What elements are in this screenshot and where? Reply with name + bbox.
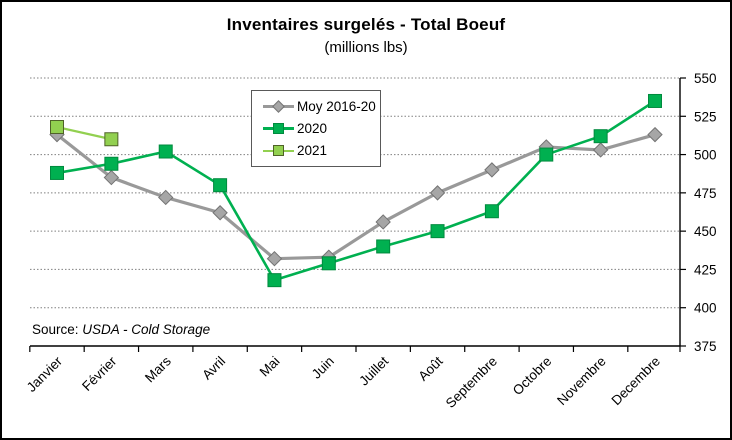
- marker-square-2020: [158, 144, 173, 159]
- marker-square-2020: [539, 147, 554, 162]
- x-tick-label: Septembre: [443, 354, 500, 411]
- legend: Moy 2016-20 2020 2021: [251, 90, 381, 167]
- legend-label: 2020: [297, 120, 328, 136]
- chart-subtitle: (millions lbs): [324, 39, 408, 56]
- marker-diamond-moy-2016-20: [212, 205, 228, 221]
- marker-diamond-moy-2016-20: [103, 169, 120, 186]
- series-line-2021: [55, 125, 113, 141]
- source-name: USDA - Cold Storage: [82, 322, 211, 337]
- legend-item-2021: 2021: [263, 140, 380, 162]
- x-tick-label: Mars: [142, 353, 174, 385]
- marker-diamond-moy-2016-20: [375, 214, 391, 230]
- x-tick-label: Novembre: [554, 354, 609, 409]
- marker-diamond-moy-2016-20: [592, 142, 609, 158]
- marker-diamond-moy-2016-20: [429, 185, 446, 201]
- marker-square-2020: [104, 156, 119, 171]
- x-tick-label: Decembre: [608, 354, 663, 409]
- y-tick-label: 500: [694, 148, 717, 163]
- marker-square-2020: [321, 256, 336, 271]
- marker-square-2020: [430, 224, 445, 239]
- source-prefix: Source:: [32, 322, 83, 337]
- marker-square-2020: [213, 178, 228, 193]
- x-tick-label: Avril: [199, 354, 228, 383]
- y-tick-label: 375: [694, 339, 717, 354]
- y-tick-label: 475: [694, 186, 717, 201]
- x-tick-label: Mai: [257, 354, 283, 380]
- marker-square-2021: [50, 120, 64, 135]
- chart-title: Inventaires surgelés - Total Boeuf: [226, 15, 506, 34]
- source-note: Source: USDA - Cold Storage: [32, 322, 211, 337]
- legend-square-light-marker-icon: [263, 144, 294, 158]
- series-line-moy-2016-20: [55, 133, 657, 261]
- y-tick-label: 525: [694, 109, 717, 124]
- legend-square-marker-icon: [263, 121, 294, 135]
- marker-diamond-moy-2016-20: [647, 126, 663, 143]
- x-tick-label: Juillet: [356, 353, 391, 388]
- marker-square-2020: [50, 165, 64, 180]
- y-tick-label: 450: [694, 224, 717, 239]
- x-tick-label: Janvier: [24, 353, 66, 395]
- marker-square-2020: [484, 204, 499, 219]
- marker-square-2020: [267, 273, 282, 288]
- marker-square-2020: [648, 93, 662, 108]
- x-tick-label: Juin: [309, 354, 337, 382]
- marker-diamond-moy-2016-20: [484, 162, 500, 178]
- legend-diamond-marker-icon: [263, 99, 294, 113]
- marker-diamond-moy-2016-20: [266, 251, 283, 267]
- marker-square-2020: [593, 129, 608, 144]
- y-tick-label: 550: [694, 71, 717, 86]
- marker-diamond-moy-2016-20: [158, 189, 174, 206]
- y-tick-label: 425: [694, 262, 717, 277]
- legend-label: Moy 2016-20: [297, 98, 376, 114]
- marker-square-2020: [376, 239, 391, 254]
- x-tick-label: Octobre: [510, 354, 555, 399]
- y-tick-label: 400: [694, 301, 717, 316]
- x-tick-label: Février: [79, 353, 120, 394]
- x-tick-label: Août: [415, 353, 445, 383]
- legend-label: 2021: [297, 143, 328, 159]
- legend-item-moy-2016-20: Moy 2016-20: [263, 95, 380, 117]
- legend-item-2020: 2020: [263, 117, 380, 139]
- series-line-2020: [55, 99, 657, 282]
- marker-square-2021: [104, 132, 119, 147]
